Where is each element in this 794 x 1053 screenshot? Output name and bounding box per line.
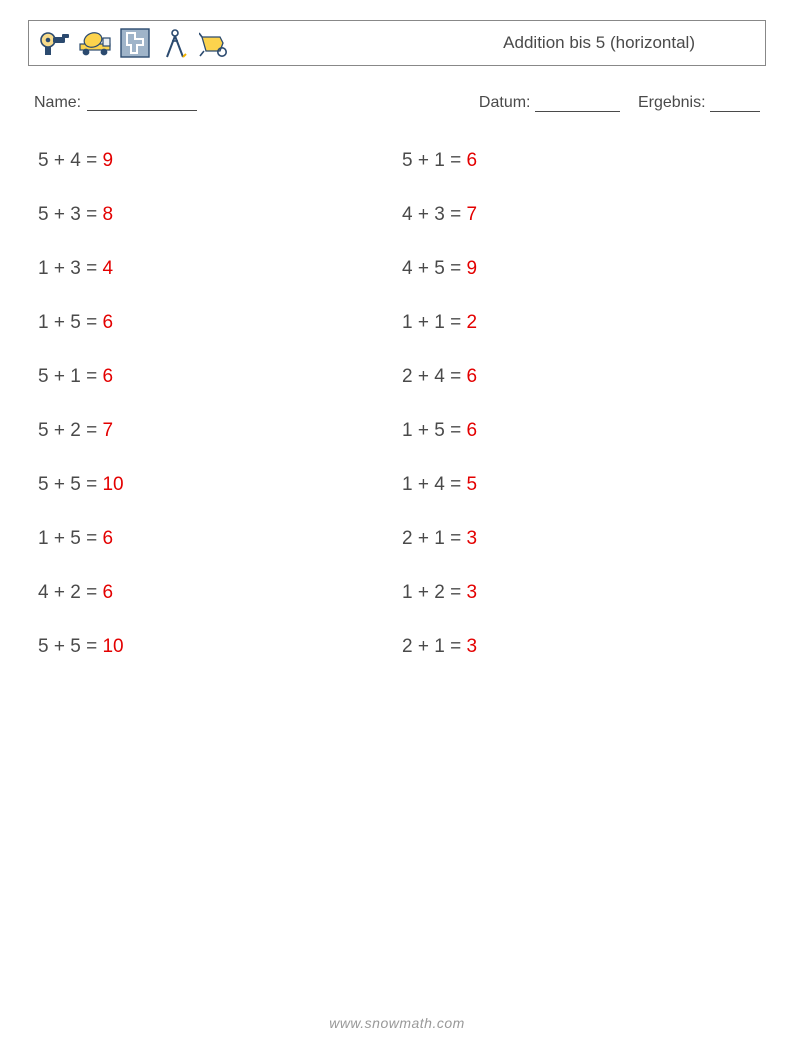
blueprint-icon — [119, 27, 151, 59]
problem-answer: 7 — [102, 420, 113, 441]
grinder-icon — [39, 27, 71, 59]
problem-question: 1 + 3 = — [38, 258, 102, 279]
problem-answer: 6 — [102, 528, 113, 549]
problem: 4 + 3 = 7 — [402, 204, 766, 226]
problem-answer: 10 — [102, 636, 123, 657]
cement-truck-icon — [79, 27, 111, 59]
problem-question: 1 + 1 = — [402, 312, 466, 333]
problem-answer: 9 — [102, 150, 113, 171]
problem-answer: 3 — [466, 528, 477, 549]
date-blank[interactable] — [535, 95, 620, 112]
problem-question: 5 + 5 = — [38, 474, 102, 495]
problem-question: 4 + 3 = — [402, 204, 466, 225]
problem: 1 + 1 = 2 — [402, 312, 766, 334]
wheelbarrow-icon — [199, 27, 231, 59]
problem-question: 5 + 5 = — [38, 636, 102, 657]
worksheet-title: Addition bis 5 (horizontal) — [503, 33, 755, 53]
problem: 2 + 4 = 6 — [402, 366, 766, 388]
problem-answer: 4 — [102, 258, 113, 279]
problem-question: 1 + 5 = — [38, 312, 102, 333]
problem-question: 2 + 1 = — [402, 636, 466, 657]
problem-question: 2 + 1 = — [402, 528, 466, 549]
problem: 1 + 3 = 4 — [38, 258, 402, 280]
problem-answer: 6 — [102, 366, 113, 387]
header-box: Addition bis 5 (horizontal) — [28, 20, 766, 66]
problem: 2 + 1 = 3 — [402, 636, 766, 658]
info-row: Name: Datum: Ergebnis: — [34, 94, 760, 112]
problem-question: 5 + 1 = — [38, 366, 102, 387]
problem: 1 + 2 = 3 — [402, 582, 766, 604]
result-blank[interactable] — [710, 95, 760, 112]
problem-question: 5 + 1 = — [402, 150, 466, 171]
problem-answer: 6 — [466, 420, 477, 441]
problem-question: 5 + 3 = — [38, 204, 102, 225]
problem-answer: 6 — [466, 150, 477, 171]
problem-question: 5 + 4 = — [38, 150, 102, 171]
compass-icon — [159, 27, 191, 59]
problem: 5 + 5 = 10 — [38, 474, 402, 496]
problem-question: 1 + 5 = — [402, 420, 466, 441]
problem-answer: 10 — [102, 474, 123, 495]
problem: 5 + 1 = 6 — [38, 366, 402, 388]
problem-answer: 7 — [466, 204, 477, 225]
problem: 1 + 4 = 5 — [402, 474, 766, 496]
header-icons — [39, 27, 231, 59]
problem: 1 + 5 = 6 — [38, 312, 402, 334]
problem: 2 + 1 = 3 — [402, 528, 766, 550]
problem: 5 + 2 = 7 — [38, 420, 402, 442]
result-label: Ergebnis: — [638, 94, 706, 111]
problem-answer: 2 — [466, 312, 477, 333]
problem: 1 + 5 = 6 — [38, 528, 402, 550]
problem-answer: 6 — [102, 312, 113, 333]
problem-answer: 6 — [102, 582, 113, 603]
problem: 5 + 4 = 9 — [38, 150, 402, 172]
problems-grid: 5 + 4 = 95 + 1 = 65 + 3 = 84 + 3 = 71 + … — [38, 150, 766, 658]
name-label: Name: — [34, 94, 81, 112]
problem-question: 4 + 5 = — [402, 258, 466, 279]
problem: 5 + 3 = 8 — [38, 204, 402, 226]
name-blank[interactable] — [87, 94, 197, 111]
problem-answer: 6 — [466, 366, 477, 387]
problem-answer: 3 — [466, 582, 477, 603]
problem: 4 + 5 = 9 — [402, 258, 766, 280]
problem: 4 + 2 = 6 — [38, 582, 402, 604]
problem: 5 + 1 = 6 — [402, 150, 766, 172]
problem-question: 5 + 2 = — [38, 420, 102, 441]
footer-url: www.snowmath.com — [0, 1015, 794, 1031]
problem-answer: 5 — [466, 474, 477, 495]
problem-question: 2 + 4 = — [402, 366, 466, 387]
problem-question: 1 + 5 = — [38, 528, 102, 549]
problem: 5 + 5 = 10 — [38, 636, 402, 658]
worksheet-page: Addition bis 5 (horizontal) Name: Datum:… — [0, 0, 794, 1053]
problem-question: 4 + 2 = — [38, 582, 102, 603]
date-label: Datum: — [479, 94, 531, 111]
problem-answer: 9 — [466, 258, 477, 279]
problem-answer: 8 — [102, 204, 113, 225]
problem-question: 1 + 4 = — [402, 474, 466, 495]
problem-question: 1 + 2 = — [402, 582, 466, 603]
problem-answer: 3 — [466, 636, 477, 657]
problem: 1 + 5 = 6 — [402, 420, 766, 442]
